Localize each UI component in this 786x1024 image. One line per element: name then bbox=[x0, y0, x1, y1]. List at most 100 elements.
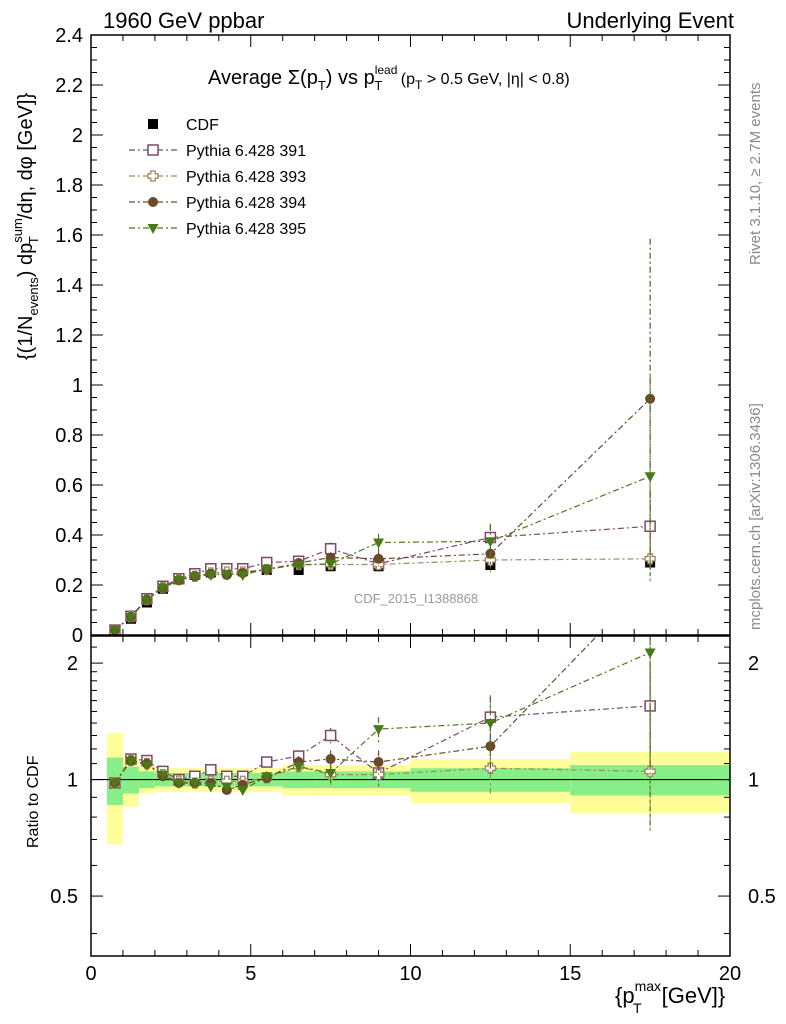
y-tick-label: 1 bbox=[72, 375, 83, 397]
legend-marker bbox=[148, 197, 158, 207]
data-point bbox=[485, 741, 496, 752]
ratio-y-tick-label-right: 1 bbox=[748, 770, 759, 792]
data-point bbox=[141, 761, 153, 772]
y-tick-label: 2.2 bbox=[55, 75, 83, 97]
x-tick-label: 10 bbox=[399, 963, 421, 985]
data-point bbox=[373, 553, 384, 564]
legend: CDF Pythia 6.428 391 Pythia 6.428 393 Pythi… bbox=[129, 117, 306, 238]
data-point bbox=[325, 559, 337, 570]
data-point bbox=[157, 583, 169, 594]
x-tick-label: 20 bbox=[719, 963, 741, 985]
analysis-watermark: CDF_2015_I1388868 bbox=[354, 591, 478, 606]
plot-title: Average Σ(pT) vs plead T (pT > 0.5 GeV, |… bbox=[208, 63, 570, 93]
legend-label: Pythia 6.428 391 bbox=[186, 143, 306, 160]
series-line bbox=[114, 475, 651, 631]
data-point bbox=[109, 778, 121, 789]
data-point bbox=[109, 626, 121, 635]
series-pythia-6-428-395 bbox=[109, 376, 656, 635]
axis-ticks bbox=[90, 34, 731, 956]
data-point bbox=[484, 537, 496, 548]
data-point bbox=[324, 729, 337, 742]
mcplots-label: mcplots.cern.ch [arXiv:1306.3436] bbox=[747, 403, 764, 630]
legend-item: Pythia 6.428 393 bbox=[129, 169, 306, 186]
data-point bbox=[205, 764, 217, 776]
data-point bbox=[125, 612, 137, 623]
data-point bbox=[260, 756, 273, 768]
series-pythia-6-428-393 bbox=[109, 536, 656, 635]
ratio-uncertainty-bands bbox=[91, 732, 730, 845]
data-point bbox=[157, 770, 169, 781]
legend-label: Pythia 6.428 394 bbox=[186, 195, 306, 212]
legend-marker bbox=[147, 224, 159, 234]
data-point bbox=[205, 571, 217, 581]
y-tick-label: 1.8 bbox=[55, 175, 83, 197]
y-tick-label: 1.2 bbox=[55, 325, 83, 347]
header-left: 1960 GeV ppbar bbox=[103, 8, 264, 33]
legend-label: CDF bbox=[186, 117, 219, 134]
series-line bbox=[114, 636, 598, 791]
data-point bbox=[324, 543, 337, 555]
legend-label: Pythia 6.428 393 bbox=[186, 169, 306, 186]
ratio-y-tick-label: 1 bbox=[67, 770, 78, 792]
legend-item: Pythia 6.428 391 bbox=[129, 143, 306, 160]
y-tick-label: 2.4 bbox=[55, 25, 83, 47]
data-point bbox=[484, 719, 496, 730]
data-point bbox=[373, 725, 385, 736]
ratio-plot-series bbox=[109, 636, 656, 833]
y-tick-label: 0 bbox=[72, 625, 83, 647]
data-point bbox=[205, 782, 217, 793]
y-tick-label: 0.6 bbox=[55, 475, 83, 497]
data-point bbox=[221, 782, 233, 793]
legend-marker bbox=[148, 119, 158, 129]
data-point bbox=[173, 576, 185, 586]
x-tick-label: 5 bbox=[245, 963, 256, 985]
data-point bbox=[644, 472, 656, 483]
data-point bbox=[261, 772, 273, 783]
data-point bbox=[373, 757, 384, 768]
data-point bbox=[373, 538, 385, 549]
data-point bbox=[293, 561, 305, 571]
header-right: Underlying Event bbox=[566, 8, 734, 33]
ratio-y-tick-label: 0.5 bbox=[50, 886, 78, 908]
legend-label: Pythia 6.428 395 bbox=[186, 221, 306, 238]
data-point bbox=[237, 571, 249, 581]
axis-tick-labels: 0 5 10 15 20 0 0.2 0.4 0.6 0.8 1 1.2 1.4 1.6 1.8 2 2.2 2.… bbox=[50, 25, 776, 985]
data-point bbox=[189, 778, 201, 789]
y-tick-label: 0.2 bbox=[55, 575, 83, 597]
ratio-y-axis-label: Ratio to CDF bbox=[25, 755, 42, 848]
data-point bbox=[237, 785, 249, 796]
x-tick-label: 0 bbox=[85, 963, 96, 985]
series-pythia-6-428-395 bbox=[109, 636, 656, 833]
legend-item: Pythia 6.428 394 bbox=[129, 195, 306, 212]
x-tick-label: 15 bbox=[559, 963, 581, 985]
legend-item: CDF bbox=[148, 117, 219, 134]
main-plot-series bbox=[109, 238, 656, 635]
data-point bbox=[221, 569, 233, 580]
ratio-y-tick-label: 2 bbox=[67, 653, 78, 675]
data-point bbox=[644, 648, 656, 659]
data-point bbox=[325, 768, 337, 779]
y-tick-label: 2 bbox=[72, 125, 83, 147]
legend-marker bbox=[147, 144, 159, 156]
data-point bbox=[325, 754, 336, 765]
data-point bbox=[173, 778, 185, 789]
data-point bbox=[141, 596, 153, 606]
legend-item: Pythia 6.428 395 bbox=[129, 221, 306, 238]
y-tick-label: 0.4 bbox=[55, 525, 83, 547]
y-tick-label: 0.8 bbox=[55, 425, 83, 447]
data-point bbox=[125, 756, 137, 767]
data-point bbox=[644, 765, 656, 778]
data-point bbox=[189, 572, 201, 583]
rivet-label: Rivet 3.1.10, ≥ 2.7M events bbox=[747, 83, 764, 266]
ratio-y-tick-label-right: 2 bbox=[748, 653, 759, 675]
legend-marker bbox=[147, 170, 159, 182]
data-point bbox=[293, 762, 305, 773]
y-tick-label: 1.6 bbox=[55, 225, 83, 247]
data-point bbox=[645, 393, 656, 404]
y-tick-label: 1.4 bbox=[55, 275, 83, 297]
x-axis-label: {pmax T [GeV]} bbox=[615, 978, 725, 1016]
ratio-y-tick-label-right: 0.5 bbox=[748, 886, 776, 908]
data-point bbox=[261, 564, 273, 575]
main-y-axis-label: {(1/Nevents) dpsumT/dη, dφ [GeV]} bbox=[10, 93, 41, 360]
